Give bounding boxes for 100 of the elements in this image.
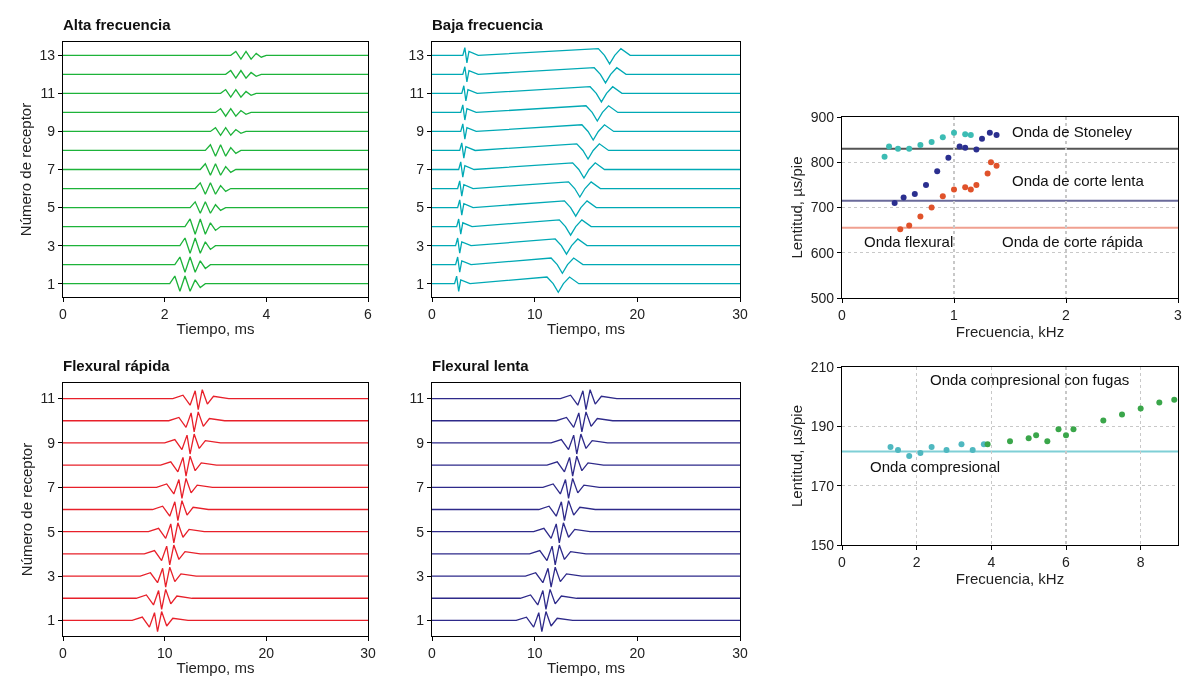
line-series — [63, 544, 368, 566]
line-series — [63, 588, 368, 611]
point — [928, 138, 935, 145]
point — [987, 159, 994, 166]
y-tick-label: 210 — [810, 358, 835, 375]
y-tick-label: 1 — [416, 275, 425, 292]
line-series — [63, 411, 368, 433]
line-series — [432, 180, 740, 198]
y-tick-label: 7 — [47, 161, 56, 178]
chart-title: Flexural rápida — [63, 357, 171, 374]
y-axis-title: Número de receptor — [16, 102, 34, 237]
point — [945, 154, 952, 161]
line-series — [432, 237, 740, 255]
y-tick-label: 1 — [416, 612, 425, 629]
line-series — [63, 455, 368, 477]
point — [951, 186, 957, 193]
point — [973, 181, 980, 188]
x-axis-title: Frecuencia, kHz — [955, 570, 1065, 587]
y-tick-label: 900 — [810, 108, 835, 125]
line-series — [432, 199, 740, 217]
x-tick-label: 0 — [838, 307, 847, 323]
line-series — [432, 455, 740, 477]
y-tick-label: 9 — [47, 123, 56, 140]
point — [917, 142, 924, 149]
y-tick-label: 7 — [416, 479, 425, 496]
line-series — [432, 566, 740, 588]
point — [1055, 426, 1062, 433]
point — [1044, 438, 1051, 445]
point — [1119, 411, 1125, 418]
x-axis-title: Tiempo, ms — [547, 319, 625, 337]
point — [993, 132, 1000, 139]
point — [967, 186, 974, 193]
point — [911, 190, 918, 197]
point — [984, 170, 991, 177]
annotation: Onda flexural — [864, 233, 954, 250]
x-tick-label: 6 — [364, 306, 373, 322]
line-series — [432, 47, 740, 65]
x-tick-label: 10 — [526, 645, 543, 661]
y-tick-label: 500 — [810, 289, 835, 306]
line-series — [63, 88, 368, 98]
y-tick-label: 13 — [39, 47, 56, 64]
line-series — [432, 411, 740, 433]
y-tick-label: 11 — [409, 390, 425, 407]
point — [969, 447, 976, 454]
x-tick-label: 20 — [629, 645, 646, 661]
point — [928, 204, 935, 211]
point — [956, 143, 963, 150]
y-tick-label: 7 — [416, 161, 425, 178]
x-tick-label: 0 — [59, 306, 68, 322]
annotation: Onda de corte lenta — [1012, 172, 1145, 189]
point — [967, 132, 974, 139]
line-series — [432, 275, 740, 293]
y-tick-label: 170 — [810, 477, 835, 494]
x-tick-label: 2 — [1062, 307, 1071, 323]
point — [958, 441, 965, 448]
y-tick-label: 13 — [408, 47, 425, 64]
point — [1100, 417, 1107, 424]
x-tick-label: 10 — [526, 306, 543, 322]
point — [962, 144, 969, 151]
y-tick-label: 150 — [810, 536, 835, 553]
point — [881, 153, 888, 160]
line-series — [63, 237, 368, 254]
chart-title: Baja frecuencia — [432, 16, 544, 33]
line-series — [432, 142, 740, 160]
line-series — [63, 433, 368, 455]
line-series — [63, 389, 368, 411]
line-series — [63, 256, 368, 273]
line-series — [63, 201, 368, 214]
x-axis-title: Frecuencia, kHz — [955, 323, 1065, 340]
y-tick-label: 3 — [416, 237, 425, 254]
line-series — [63, 126, 368, 136]
point — [939, 134, 946, 141]
y-axis-title: Lentitud, µs/pie — [787, 156, 805, 259]
point — [979, 135, 985, 142]
line-series — [63, 163, 368, 176]
line-series — [63, 275, 368, 292]
x-tick-label: 3 — [1174, 307, 1183, 323]
line-series — [63, 69, 368, 79]
line-series — [432, 161, 740, 179]
line-series — [432, 522, 740, 544]
x-tick-label: 10 — [156, 645, 173, 661]
y-axis-title: Lentitud, µs/pie — [787, 404, 805, 508]
x-tick-label: 6 — [1062, 554, 1071, 570]
point — [1171, 396, 1178, 403]
y-tick-label: 600 — [810, 244, 835, 261]
x-axis-title: Tiempo, ms — [176, 658, 255, 676]
point — [887, 444, 894, 451]
line-series — [432, 389, 740, 411]
y-tick-label: 3 — [416, 567, 425, 584]
annotation: Onda compresional con fugas — [930, 371, 1130, 388]
point — [906, 222, 913, 229]
x-tick-label: 4 — [262, 306, 271, 322]
chart-title: Flexural lenta — [432, 357, 530, 374]
chart-title: Alta frecuencia — [63, 16, 172, 33]
point — [1137, 405, 1144, 412]
y-tick-label: 3 — [47, 237, 56, 254]
line-series — [432, 588, 740, 611]
line-series — [432, 544, 740, 566]
line-series — [432, 123, 740, 141]
point — [951, 129, 957, 136]
